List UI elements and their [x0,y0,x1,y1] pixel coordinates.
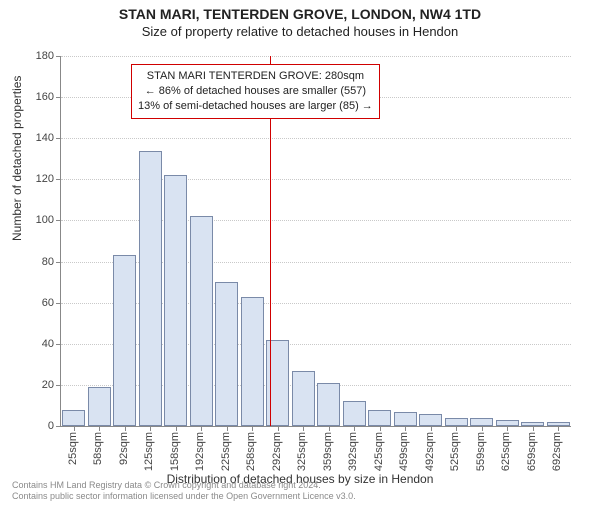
xtick-mark [405,426,406,431]
ytick-label: 160 [24,91,54,103]
xtick-label: 459sqm [398,432,410,471]
xtick-mark [278,426,279,431]
xtick-label: 58sqm [92,432,104,465]
xtick-label: 425sqm [373,432,385,471]
ytick-label: 180 [24,50,54,62]
gridline [61,385,571,386]
annotation-line-2: ← 86% of detached houses are smaller (55… [138,84,373,99]
xtick-label: 25sqm [67,432,79,465]
annotation-box: STAN MARI TENTERDEN GROVE: 280sqm← 86% o… [131,64,380,119]
ytick-mark [56,344,61,345]
gridline [61,344,571,345]
histogram-bar [343,401,366,426]
ytick-label: 0 [24,420,54,432]
y-axis-label: Number of detached properties [10,76,24,241]
xtick-label: 225sqm [220,432,232,471]
xtick-label: 625sqm [500,432,512,471]
ytick-mark [56,220,61,221]
histogram-bar [88,387,111,426]
chart-plot-area: STAN MARI TENTERDEN GROVE: 280sqm← 86% o… [60,56,570,426]
chart-title-sub: Size of property relative to detached ho… [0,24,600,39]
xtick-mark [507,426,508,431]
histogram-bar [445,418,468,426]
xtick-mark [227,426,228,431]
ytick-mark [56,97,61,98]
xtick-mark [125,426,126,431]
xtick-label: 492sqm [424,432,436,471]
xtick-mark [150,426,151,431]
histogram-bar [368,410,391,426]
footer-line-2: Contains public sector information licen… [12,491,588,502]
ytick-mark [56,138,61,139]
gridline [61,303,571,304]
ytick-label: 80 [24,256,54,268]
footer-attribution: Contains HM Land Registry data © Crown c… [12,480,588,502]
xtick-label: 392sqm [347,432,359,471]
ytick-label: 100 [24,214,54,226]
xtick-mark [99,426,100,431]
xtick-label: 258sqm [245,432,257,471]
histogram-bar [190,216,213,426]
histogram-bar [419,414,442,426]
gridline [61,179,571,180]
xtick-mark [176,426,177,431]
xtick-label: 659sqm [526,432,538,471]
ytick-mark [56,426,61,427]
xtick-mark [303,426,304,431]
ytick-label: 40 [24,338,54,350]
xtick-mark [482,426,483,431]
ytick-mark [56,303,61,304]
gridline [61,262,571,263]
gridline [61,138,571,139]
xtick-mark [74,426,75,431]
xtick-mark [533,426,534,431]
histogram-bar [62,410,85,426]
ytick-mark [56,56,61,57]
chart-title-main: STAN MARI, TENTERDEN GROVE, LONDON, NW4 … [0,6,600,22]
xtick-mark [354,426,355,431]
xtick-mark [456,426,457,431]
xtick-mark [252,426,253,431]
gridline [61,220,571,221]
gridline [61,56,571,57]
histogram-bar [292,371,315,427]
histogram-bar [317,383,340,426]
xtick-label: 359sqm [322,432,334,471]
xtick-label: 125sqm [143,432,155,471]
xtick-label: 192sqm [194,432,206,471]
annotation-line-3: 13% of semi-detached houses are larger (… [138,99,373,114]
ytick-mark [56,262,61,263]
xtick-mark [558,426,559,431]
xtick-mark [329,426,330,431]
xtick-label: 525sqm [449,432,461,471]
ytick-label: 20 [24,379,54,391]
ytick-label: 120 [24,173,54,185]
xtick-label: 325sqm [296,432,308,471]
histogram-bar [241,297,264,427]
xtick-mark [431,426,432,431]
xtick-mark [201,426,202,431]
xtick-label: 692sqm [551,432,563,471]
ytick-mark [56,385,61,386]
xtick-label: 292sqm [271,432,283,471]
footer-line-1: Contains HM Land Registry data © Crown c… [12,480,588,491]
xtick-mark [380,426,381,431]
plot-region: STAN MARI TENTERDEN GROVE: 280sqm← 86% o… [60,56,571,427]
histogram-bar [394,412,417,426]
histogram-bar [215,282,238,426]
xtick-label: 92sqm [118,432,130,465]
xtick-label: 158sqm [169,432,181,471]
histogram-bar [164,175,187,426]
ytick-label: 140 [24,132,54,144]
annotation-line-1: STAN MARI TENTERDEN GROVE: 280sqm [138,69,373,84]
histogram-bar [470,418,493,426]
ytick-mark [56,179,61,180]
histogram-bar [113,255,136,426]
xtick-label: 559sqm [475,432,487,471]
ytick-label: 60 [24,297,54,309]
histogram-bar [139,151,162,426]
